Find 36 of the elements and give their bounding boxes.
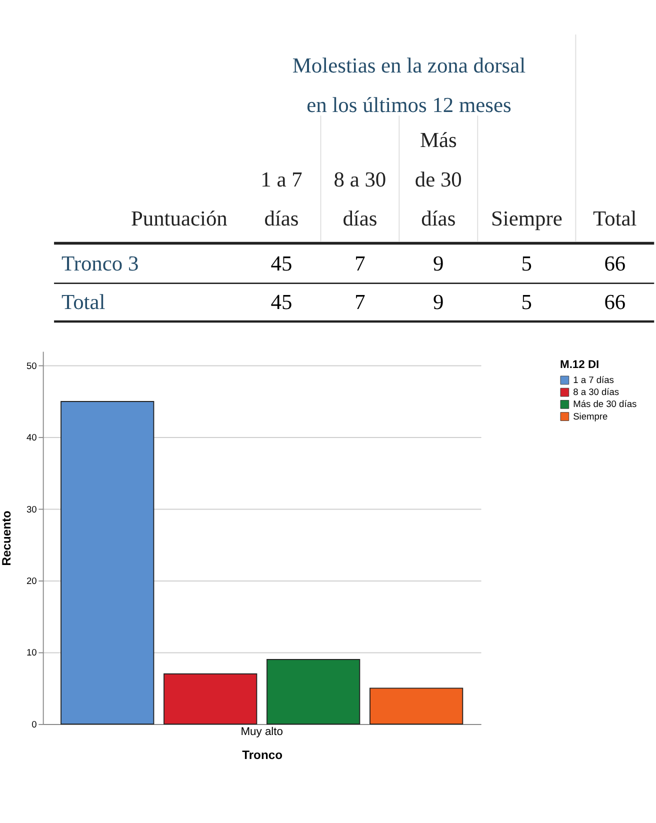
data-label: 45: [270, 290, 292, 314]
data-label: 66: [604, 290, 626, 314]
y-tick-label: 50: [26, 360, 37, 371]
legend-label: 1 a 7 días: [573, 374, 614, 385]
x-axis-title: Tronco: [242, 748, 282, 762]
legend-label: Más de 30 días: [573, 399, 637, 410]
y-tick-label: 20: [26, 576, 37, 586]
chart-title: Molestias en la zona dorsal en los últimos 12 meses: [292, 54, 526, 117]
bar: [370, 688, 464, 724]
data-label: 66: [604, 252, 626, 276]
x-tick-label: Siempre: [490, 206, 562, 231]
legend-label: Siempre: [573, 411, 608, 422]
y-tick-label: 40: [26, 432, 37, 443]
y-axis-title: Puntuación: [130, 206, 228, 231]
legend-title: M.12 DI: [560, 359, 600, 372]
data-label: 7: [354, 252, 366, 276]
data-label: 5: [521, 252, 532, 276]
bar: [266, 659, 360, 724]
x-tick-label: Más de 30 días: [414, 128, 462, 231]
bar: [164, 673, 258, 724]
y-tick-label: 30: [26, 504, 37, 514]
data-label: 7: [354, 290, 366, 314]
x-tick-label: Muy alto: [240, 726, 283, 738]
data-label: 45: [270, 252, 292, 276]
y-tick-label: 10: [26, 648, 37, 658]
x-tick-label: 8 a 30 días: [334, 167, 386, 231]
data-label: 9: [433, 290, 444, 314]
legend-label: 8 a 30 días: [573, 387, 620, 398]
x-tick-label: Total: [593, 206, 637, 231]
y-axis-title: Recuento: [0, 510, 14, 566]
y-tick-label: Tronco 3: [62, 252, 139, 276]
data-label: 5: [521, 290, 532, 314]
data-label: 9: [433, 252, 444, 276]
x-tick-label: 1 a 7 días: [260, 167, 303, 231]
y-tick-label: 0: [32, 719, 37, 730]
bar: [60, 401, 154, 724]
